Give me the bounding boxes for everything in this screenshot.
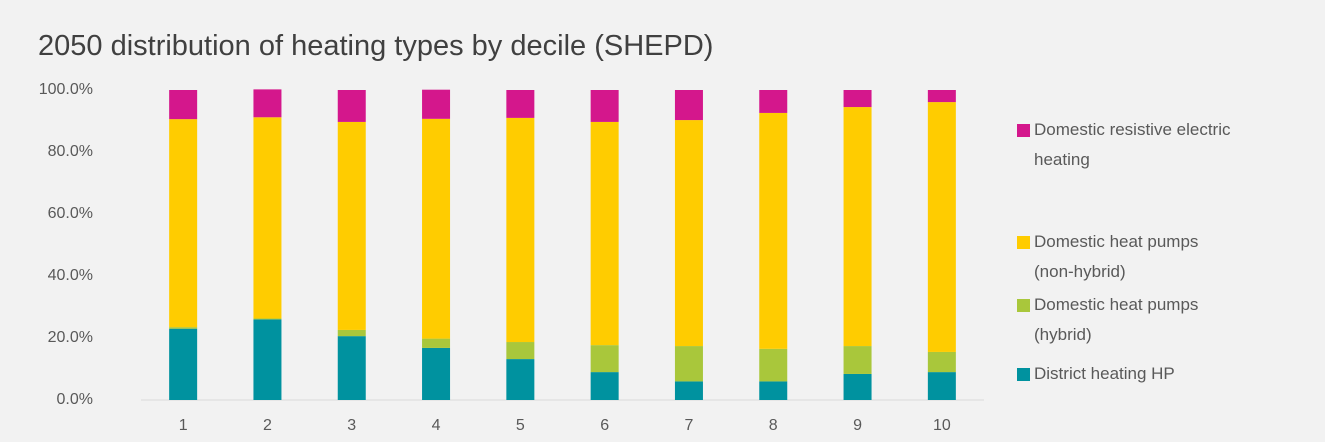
bar-segment [590,345,619,373]
x-tick-label: 2 [263,417,272,434]
bar-segment [590,121,619,346]
x-tick-label: 6 [600,417,609,434]
legend-item: Domestic heat pumps (non-hybrid) [1034,232,1199,281]
bar-segment [506,117,535,343]
bar-segment [759,348,788,382]
bar-segment [422,118,451,339]
legend-label: Domestic heat pumps (hybrid) [1034,295,1199,344]
legend-swatch [1017,236,1030,249]
bar-segment [253,318,282,320]
bar-segment [674,381,703,400]
legend-swatch [1017,299,1030,312]
bar-segment [674,346,703,382]
x-tick-label: 8 [769,417,778,434]
legend-label: District heating HP [1034,364,1175,383]
bar-segment [169,328,198,400]
legend-item: Domestic heat pumps (hybrid) [1034,295,1199,344]
x-tick-label: 3 [347,417,356,434]
x-tick-label: 1 [179,417,188,434]
bar-segment [169,119,198,328]
bar-segment [169,90,198,120]
y-tick-label: 80.0% [48,143,93,160]
bar-segment [843,346,872,374]
bar-segment [253,117,282,319]
y-tick-label: 100.0% [39,81,93,98]
bar-segment [506,90,535,118]
bar-segment [927,90,956,103]
bar-segment [590,372,619,400]
bar-segment [843,373,872,400]
bar-segment [927,351,956,373]
legend-swatch [1017,368,1030,381]
bar-segment [253,89,282,118]
bar-segment [337,90,366,122]
bar-segment [422,338,451,348]
bar-segment [590,90,619,122]
bar-segment [506,359,535,400]
bar-segment [759,112,788,349]
x-tick-label: 9 [853,417,862,434]
bar-segment [843,107,872,347]
legend-swatch [1017,124,1030,137]
bar-segment [759,90,788,113]
bar-segment [337,336,366,400]
bar-segment [337,329,366,337]
bar-segment [253,319,282,400]
bar-segment [843,90,872,108]
bar-segment [759,381,788,400]
x-tick-label: 7 [684,417,693,434]
bar-segment [337,121,366,330]
legend-item: Domestic resistive electric heating [1034,120,1231,169]
bar-segment [674,120,703,347]
x-tick-label: 5 [516,417,525,434]
y-tick-label: 20.0% [48,329,93,346]
x-tick-label: 10 [933,417,951,434]
bar-segment [927,372,956,400]
bar-segment [169,327,198,329]
x-tick-label: 4 [432,417,441,434]
legend-label: Domestic heat pumps (non-hybrid) [1034,232,1199,281]
y-tick-label: 40.0% [48,267,93,284]
legend-item: District heating HP [1034,364,1175,383]
bar-segment [927,102,956,352]
bar-segment [422,89,451,119]
bar-segment [422,347,451,400]
legend-label: Domestic resistive electric heating [1034,120,1231,169]
y-tick-label: 0.0% [57,391,93,408]
bar-segment [674,90,703,121]
bar-segment [506,342,535,360]
y-tick-label: 60.0% [48,205,93,222]
chart-title: 2050 distribution of heating types by de… [38,30,713,62]
